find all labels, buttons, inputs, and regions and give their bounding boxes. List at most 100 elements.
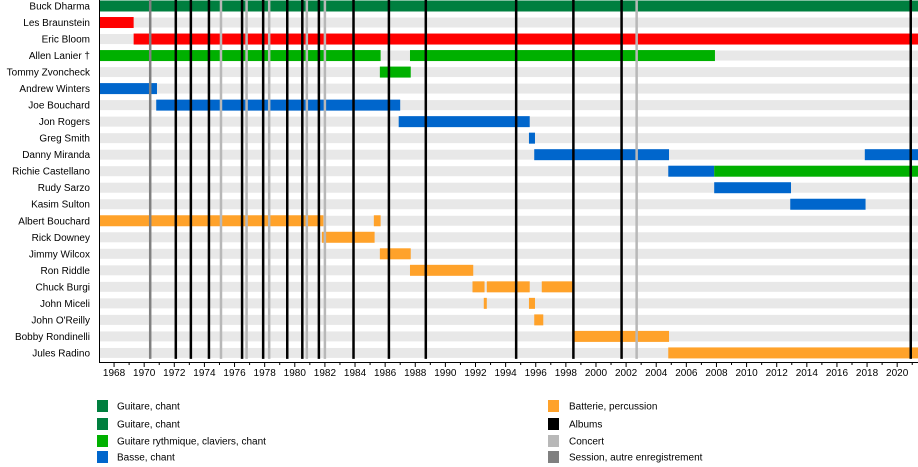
- x-tick-label: 1986: [374, 368, 397, 379]
- member-label: John O'Reilly: [31, 315, 90, 326]
- row-band: [100, 100, 918, 111]
- member-label: Ron Riddle: [41, 266, 91, 277]
- member-label: Rudy Sarzo: [38, 183, 91, 194]
- member-bar: [528, 132, 535, 144]
- member-bar: [379, 248, 411, 260]
- x-tick-label: 1976: [223, 368, 246, 379]
- legend-label: Albums: [569, 420, 602, 431]
- event-lines: [148, 0, 912, 359]
- legend-label: Guitare rythmique, claviers, chant: [117, 437, 266, 448]
- member-bar: [528, 297, 535, 309]
- member-bar: [99, 0, 918, 12]
- row-band: [100, 83, 918, 94]
- member-bar: [133, 33, 918, 45]
- member-label: Joe Bouchard: [28, 101, 90, 112]
- member-label: John Miceli: [40, 299, 90, 310]
- x-tick-label: 1978: [254, 368, 277, 379]
- legend-swatch: [97, 400, 108, 412]
- row-band: [100, 215, 918, 226]
- row-band: [100, 182, 918, 193]
- member-labels: Buck Dharma Les Braunstein Eric Bloom Allen…: [7, 2, 91, 360]
- member-bar: [790, 198, 866, 210]
- x-tick-label: 1982: [314, 368, 337, 379]
- member-label: Allen Lanier †: [29, 51, 90, 62]
- member-label: Jules Radino: [32, 348, 90, 359]
- row-band: [100, 265, 918, 276]
- row-band: [100, 17, 918, 28]
- legend-swatch: [548, 418, 559, 430]
- x-tick-label: 2002: [615, 368, 638, 379]
- x-tick-label: 2020: [886, 368, 909, 379]
- member-label: Greg Smith: [39, 134, 90, 145]
- x-tick-label: 1990: [434, 368, 457, 379]
- legend-label: Guitare, chant: [117, 420, 180, 431]
- member-bar: [373, 215, 381, 227]
- legend-label: Basse, chant: [117, 453, 175, 464]
- row-band: [100, 298, 918, 309]
- member-label: Jimmy Wilcox: [29, 249, 90, 260]
- member-label: Jon Rogers: [39, 117, 90, 128]
- x-tick-label: 1984: [344, 368, 367, 379]
- member-bar: [483, 297, 487, 309]
- x-tick-label: 2006: [675, 368, 698, 379]
- x-tick-label: 2000: [585, 368, 608, 379]
- x-tick-label: 2004: [645, 368, 668, 379]
- x-tick-label: 1974: [193, 368, 216, 379]
- member-bar: [534, 314, 544, 326]
- x-tick-label: 2018: [856, 368, 879, 379]
- member-bar: [99, 83, 157, 95]
- x-tick-label: 2016: [826, 368, 849, 379]
- member-bar: [99, 50, 381, 62]
- x-tick-label: 1994: [494, 368, 517, 379]
- legend: Guitare, chant Guitare, chant Guitare ryth…: [97, 400, 703, 464]
- member-label: Andrew Winters: [19, 84, 90, 95]
- member-label: Albert Bouchard: [18, 216, 90, 227]
- member-label: Kasim Sulton: [31, 200, 90, 211]
- legend-swatch: [97, 418, 108, 430]
- x-tick-label: 1970: [133, 368, 156, 379]
- x-tick-label: 1988: [404, 368, 427, 379]
- member-label: Tommy Zvoncheck: [7, 68, 91, 79]
- member-label: Bobby Rondinelli: [15, 332, 90, 343]
- member-bar: [486, 281, 530, 293]
- member-bar: [409, 264, 474, 276]
- member-bar: [864, 149, 918, 161]
- member-bar: [472, 281, 485, 293]
- row-band: [100, 133, 918, 144]
- row-band: [100, 199, 918, 210]
- x-tick-label: 2014: [796, 368, 819, 379]
- legend-label: Batterie, percussion: [569, 402, 657, 413]
- x-tick-label: 1996: [525, 368, 548, 379]
- x-axis: 1968 1970 1972 1974 1976 1978 1980 1982 1984 1986…: [99, 0, 918, 379]
- x-tick-label: 1992: [464, 368, 487, 379]
- legend-label: Session, autre enregistrement: [569, 453, 703, 464]
- member-bar: [409, 50, 715, 62]
- x-tick-label: 1980: [284, 368, 307, 379]
- x-tick-label: 1968: [103, 368, 126, 379]
- x-tick-label: 2012: [766, 368, 789, 379]
- row-band: [100, 67, 918, 78]
- row-band: [100, 331, 918, 342]
- member-bar: [321, 231, 375, 243]
- row-band: [100, 347, 918, 358]
- row-band: [100, 149, 918, 160]
- member-label: Buck Dharma: [29, 2, 90, 13]
- member-bar: [668, 165, 715, 177]
- member-bar: [398, 116, 530, 128]
- member-bar: [541, 281, 575, 293]
- member-bar: [714, 182, 792, 194]
- row-band: [100, 314, 918, 325]
- member-bar: [379, 66, 411, 78]
- legend-swatch: [548, 435, 559, 447]
- row-band: [100, 232, 918, 243]
- member-bar: [534, 149, 670, 161]
- member-bar: [668, 347, 918, 359]
- member-bar: [99, 215, 324, 227]
- row-band: [100, 166, 918, 177]
- legend-swatch: [97, 435, 108, 447]
- member-label: Richie Castellano: [12, 167, 90, 178]
- member-label: Eric Bloom: [42, 35, 90, 46]
- member-label: Rick Downey: [32, 233, 90, 244]
- row-band: [100, 248, 918, 259]
